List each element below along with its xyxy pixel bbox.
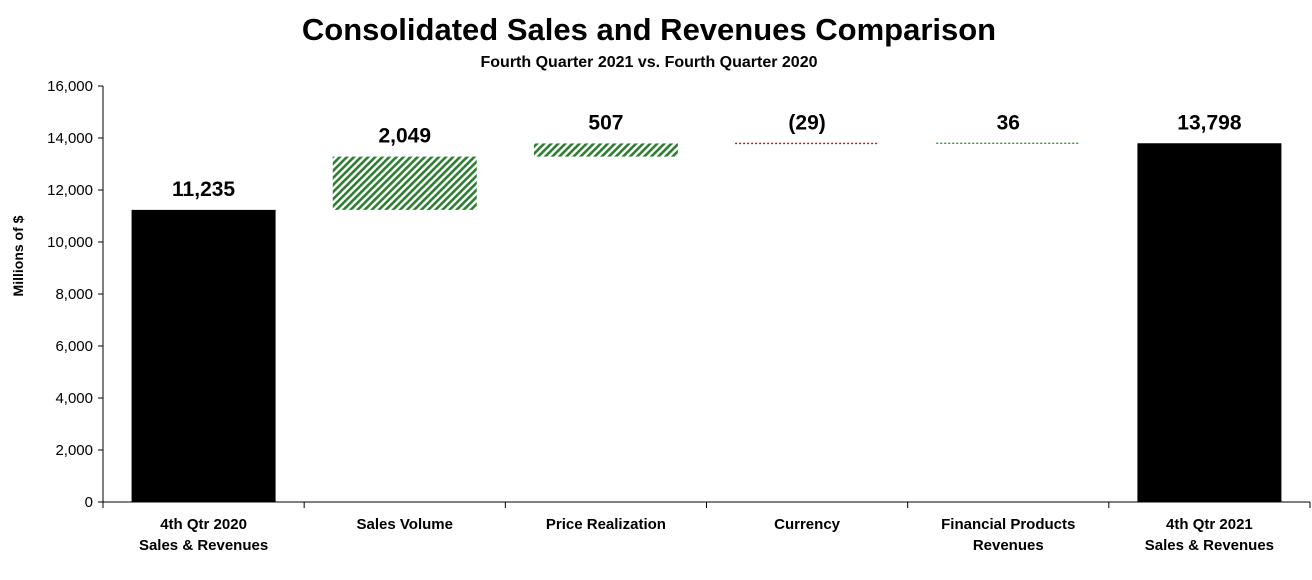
x-category-label: Financial Products — [941, 516, 1075, 533]
y-tick-label: 0 — [85, 494, 93, 511]
chart-subtitle: Fourth Quarter 2021 vs. Fourth Quarter 2… — [481, 54, 818, 71]
y-tick-label: 16,000 — [47, 78, 93, 95]
data-label: 11,235 — [172, 178, 235, 201]
y-tick-label: 14,000 — [47, 130, 93, 147]
y-tick-label: 4,000 — [55, 390, 93, 407]
bar-increase — [533, 143, 678, 157]
x-category-label: Sales Volume — [357, 516, 453, 533]
chart-title: Consolidated Sales and Revenues Comparis… — [302, 12, 996, 47]
y-tick-label: 6,000 — [55, 338, 93, 355]
bar-total — [1137, 143, 1282, 502]
x-category-label: Currency — [774, 516, 841, 533]
x-category-label: Price Realization — [546, 516, 666, 533]
bar-total — [131, 209, 276, 502]
x-category-label: 4th Qtr 2021 — [1166, 516, 1253, 533]
y-tick-label: 2,000 — [55, 442, 93, 459]
y-tick-label: 10,000 — [47, 234, 93, 251]
data-label: 507 — [588, 111, 623, 134]
bar-increase — [332, 156, 477, 210]
x-category-label: Sales & Revenues — [1145, 537, 1274, 554]
y-tick-label: 12,000 — [47, 182, 93, 199]
x-category-label: Sales & Revenues — [139, 537, 268, 554]
x-category-label: 4th Qtr 2020 — [160, 516, 247, 533]
y-tick-label: 8,000 — [55, 286, 93, 303]
data-label: 13,798 — [1177, 111, 1242, 134]
y-axis-label: Millions of $ — [10, 215, 26, 296]
x-category-label: Revenues — [973, 537, 1044, 554]
data-label: 2,049 — [378, 125, 431, 148]
data-label: (29) — [788, 111, 825, 134]
data-label: 36 — [997, 111, 1020, 134]
